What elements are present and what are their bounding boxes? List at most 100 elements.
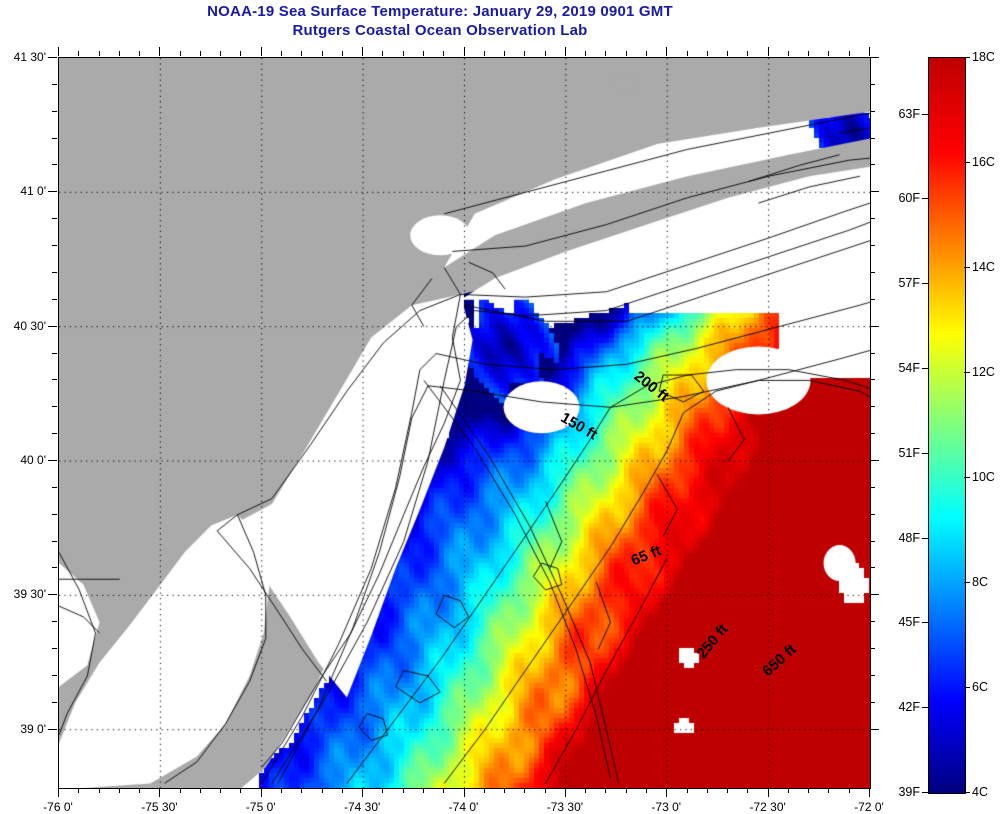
x-tick-minor bbox=[747, 788, 749, 793]
colorbar-label-fahrenheit: 39F bbox=[898, 785, 920, 799]
y-tick-right bbox=[870, 406, 875, 408]
colorbar-label-celsius: 14C bbox=[972, 260, 995, 274]
y-tick-right bbox=[870, 325, 879, 327]
y-tick-minor bbox=[52, 218, 57, 220]
x-tick-top bbox=[341, 51, 343, 56]
y-tick-minor bbox=[52, 298, 57, 300]
y-tick-major bbox=[48, 728, 57, 730]
x-tick-top bbox=[220, 51, 222, 56]
y-tick-right bbox=[870, 433, 875, 435]
y-tick-right bbox=[870, 271, 875, 273]
colorbar-label-fahrenheit: 54F bbox=[898, 360, 920, 375]
x-tick-minor bbox=[605, 788, 607, 793]
y-tick-minor bbox=[52, 486, 57, 488]
colorbar-label-celsius: 16C bbox=[972, 155, 995, 169]
colorbar-tick-f bbox=[922, 452, 928, 454]
x-tick-major bbox=[869, 788, 870, 797]
colorbar-tick-f bbox=[922, 113, 928, 115]
x-axis-label: -76 0' bbox=[43, 800, 73, 814]
colorbar-tick-f bbox=[922, 367, 928, 369]
x-tick-minor bbox=[281, 788, 283, 793]
y-tick-minor bbox=[52, 271, 57, 273]
x-tick-top bbox=[321, 51, 323, 56]
x-tick-major bbox=[58, 788, 59, 797]
colorbar-tick-f bbox=[922, 283, 928, 285]
x-tick-top bbox=[504, 51, 506, 56]
x-axis-label: -72 30' bbox=[749, 800, 786, 814]
y-tick-right bbox=[870, 379, 875, 381]
x-tick-top bbox=[443, 51, 445, 56]
x-tick-top bbox=[564, 47, 566, 56]
x-tick-top bbox=[159, 47, 161, 56]
y-tick-major bbox=[48, 57, 57, 58]
y-tick-right bbox=[870, 594, 879, 596]
x-tick-top bbox=[869, 47, 870, 56]
x-tick-top bbox=[58, 47, 59, 56]
x-tick-minor bbox=[139, 788, 141, 793]
x-tick-minor bbox=[179, 788, 181, 793]
y-tick-right bbox=[870, 621, 875, 623]
x-tick-top bbox=[362, 47, 364, 56]
y-tick-right bbox=[870, 137, 875, 139]
y-tick-minor bbox=[52, 621, 57, 623]
title-secondary: Rutgers Coastal Ocean Observation Lab bbox=[292, 22, 588, 39]
colorbar-label-celsius: 18C bbox=[972, 50, 995, 64]
colorbar-tick-f bbox=[922, 707, 928, 709]
y-tick-minor bbox=[52, 245, 57, 247]
colorbar-tick-f bbox=[922, 537, 928, 539]
colorbar-label-fahrenheit: 45F bbox=[898, 615, 920, 630]
x-axis-label: -72 0' bbox=[854, 800, 884, 814]
sst-map-plot-area[interactable]: 65 ft 150 ft 200 ft 250 ft 650 ft bbox=[58, 57, 871, 789]
x-tick-top bbox=[240, 51, 242, 56]
colorbar-tick-c bbox=[964, 372, 970, 373]
x-axis-label: -74 0' bbox=[448, 800, 479, 814]
x-tick-top bbox=[281, 51, 283, 56]
x-tick-minor bbox=[402, 788, 404, 793]
x-tick-top bbox=[402, 51, 404, 56]
x-tick-minor bbox=[585, 788, 587, 793]
colorbar-tick-c bbox=[964, 57, 970, 58]
y-tick-right bbox=[870, 245, 875, 247]
x-tick-minor bbox=[220, 788, 222, 793]
y-axis-label: 41 30' bbox=[13, 50, 46, 64]
y-axis-label: 40 30' bbox=[13, 318, 46, 333]
x-tick-top bbox=[199, 51, 201, 56]
x-tick-top bbox=[625, 51, 627, 56]
x-tick-top bbox=[747, 51, 749, 56]
x-tick-top bbox=[483, 51, 485, 56]
x-tick-minor bbox=[727, 788, 729, 793]
y-tick-minor bbox=[52, 674, 57, 676]
colorbar-gradient bbox=[929, 58, 965, 793]
colorbar-label-fahrenheit: 60F bbox=[898, 191, 920, 206]
x-tick-top bbox=[98, 51, 100, 56]
y-tick-minor bbox=[52, 137, 57, 139]
y-tick-minor bbox=[52, 83, 57, 85]
x-tick-top bbox=[767, 47, 769, 56]
colorbar-label-celsius: 6C bbox=[972, 680, 988, 694]
x-tick-top bbox=[727, 51, 729, 56]
x-tick-top bbox=[422, 51, 424, 56]
x-tick-minor bbox=[625, 788, 627, 793]
colorbar-tick-c bbox=[964, 792, 970, 793]
y-tick-minor bbox=[52, 379, 57, 381]
title-primary: NOAA-19 Sea Surface Temperature: January… bbox=[207, 3, 673, 20]
x-tick-minor bbox=[686, 788, 688, 793]
x-tick-minor bbox=[321, 788, 323, 793]
x-tick-major bbox=[260, 788, 262, 797]
x-tick-major bbox=[767, 788, 769, 797]
y-tick-minor bbox=[52, 701, 57, 703]
colorbar-tick-f bbox=[922, 622, 928, 624]
colorbar-label-fahrenheit: 42F bbox=[898, 700, 920, 715]
y-tick-major bbox=[48, 325, 57, 327]
x-tick-top bbox=[139, 51, 141, 56]
y-tick-right bbox=[870, 486, 875, 488]
x-tick-minor bbox=[808, 788, 810, 793]
x-tick-minor bbox=[301, 788, 303, 793]
x-tick-top bbox=[787, 51, 789, 56]
temperature-colorbar[interactable] bbox=[928, 57, 966, 794]
y-tick-right bbox=[870, 701, 875, 703]
x-tick-minor bbox=[544, 788, 546, 793]
y-tick-right bbox=[870, 83, 875, 85]
x-tick-minor bbox=[98, 788, 100, 793]
x-tick-minor bbox=[848, 788, 850, 793]
